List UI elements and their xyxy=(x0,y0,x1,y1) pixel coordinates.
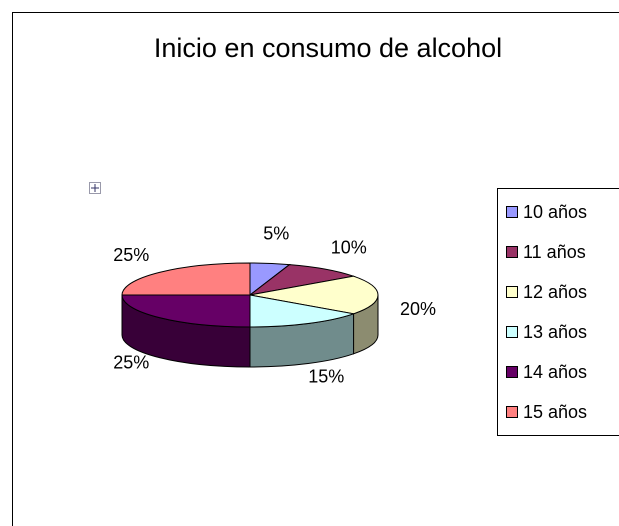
legend-swatch xyxy=(506,206,518,218)
legend-label: 13 años xyxy=(523,322,587,342)
data-label: 25% xyxy=(113,245,149,265)
legend-box xyxy=(497,188,619,436)
pie-slice xyxy=(249,275,379,315)
data-label: 5% xyxy=(263,224,289,244)
legend-label: 14 años xyxy=(523,362,587,382)
legend-label: 12 años xyxy=(523,282,587,302)
legend-swatch xyxy=(506,246,518,258)
chart-title: Inicio en consumo de alcohol xyxy=(154,33,502,63)
legend-label: 11 años xyxy=(523,242,586,262)
legend-label: 10 años xyxy=(523,202,587,222)
pie-slice xyxy=(121,294,251,328)
move-handle xyxy=(89,182,101,194)
data-label: 15% xyxy=(308,366,344,386)
data-label: 25% xyxy=(113,352,149,372)
pie-slice xyxy=(121,262,251,296)
legend-label: 15 años xyxy=(523,402,587,422)
chart-border xyxy=(12,12,619,526)
legend-swatch xyxy=(506,406,518,418)
data-label: 20% xyxy=(400,299,436,319)
legend-swatch xyxy=(506,366,518,378)
data-label: 10% xyxy=(331,237,367,257)
legend-swatch xyxy=(506,326,518,338)
legend-swatch xyxy=(506,286,518,298)
pie-slice xyxy=(249,294,356,328)
